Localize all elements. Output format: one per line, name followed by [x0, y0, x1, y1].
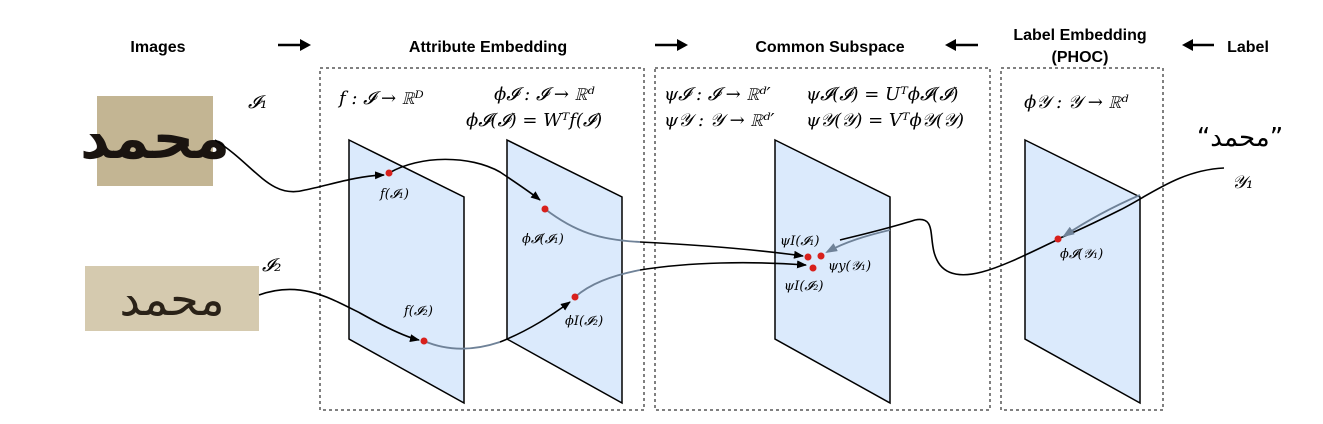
- word-image-1: محمد: [80, 96, 230, 186]
- arrow-f1-to-phi1: [388, 158, 541, 201]
- label-phi-i2: ϕI(𝓘₂): [565, 314, 603, 329]
- label-y1: 𝒴₁: [1232, 172, 1253, 193]
- eq-label-phi-map: ϕ𝒴 : 𝒴 → ℝᵈ: [1024, 92, 1129, 113]
- header-label-embedding: Label Embedding: [1013, 27, 1146, 44]
- label-psi-i2: ψI(𝓘₂): [784, 279, 823, 294]
- plane-common: [774, 138, 891, 405]
- label-f-i1: f(𝓘₁): [379, 187, 409, 202]
- label-embedding-box: [1000, 67, 1164, 411]
- eq-common-psi-y-def: ψ𝒴(𝒴) = Vᵀϕ𝒴(𝒴): [806, 110, 964, 131]
- arrow-image2-to-f: [258, 288, 420, 343]
- header-images: Images: [130, 39, 185, 56]
- common-subspace-box: [654, 67, 991, 411]
- header-label-embedding-phoc: (PHOC): [1052, 49, 1109, 66]
- eq-attr-phi-map: ϕ𝓘 : 𝓘 → ℝᵈ: [494, 84, 595, 105]
- path-label-black: [1059, 167, 1225, 239]
- point-f-i1: [385, 169, 393, 177]
- plane-attribute-f: [348, 138, 465, 405]
- header-label: Label: [1227, 39, 1269, 56]
- plane-label: [1024, 138, 1141, 405]
- arrow-phi-y-to-psi-y: [825, 229, 891, 253]
- attribute-embedding-box: [319, 67, 645, 411]
- point-psi-y1: [817, 252, 825, 260]
- plane-attribute-phi: [506, 138, 623, 405]
- arrow-label-to-phi-y: [1062, 194, 1141, 238]
- label-f-i2: f(𝓘₂): [403, 304, 433, 319]
- eq-common-psi-y-map: ψ𝒴 : 𝒴 → ℝᵈ′: [664, 110, 774, 131]
- arrow-f2-to-phi2: [499, 301, 571, 343]
- label-phi-i1: ϕ𝓘(𝓘₁): [522, 232, 564, 247]
- label-psi-y1: ψy(𝒴₁): [828, 259, 871, 274]
- arrow-left-icon: [945, 39, 978, 51]
- arrow-right-icon: [278, 39, 311, 51]
- arrow-phi1-to-psi1: [639, 241, 804, 259]
- word-image-2: محمد: [85, 266, 259, 331]
- path-phi1-gray: [544, 208, 641, 243]
- eq-common-psi-i-def: ψ𝓘(𝓘) = Uᵀϕ𝓘(𝓘): [806, 84, 958, 105]
- label-i2: 𝓘₂: [262, 255, 281, 276]
- point-psi-i1: [804, 253, 812, 261]
- label-word-arabic: “محمد”: [1197, 123, 1283, 153]
- arrow-right-icon: [655, 39, 688, 51]
- label-psi-i1: ψI(𝓘₁): [780, 234, 819, 249]
- arrow-left-icon: [1182, 39, 1214, 51]
- path-phi2-gray: [574, 269, 641, 298]
- eq-common-psi-i-map: ψ𝓘 : 𝓘 → ℝᵈ′: [664, 84, 771, 105]
- label-i1: 𝓘₁: [248, 92, 267, 113]
- svg-text:محمد: محمد: [80, 104, 230, 172]
- path-f2-gray: [423, 340, 501, 350]
- label-phi-y1: ϕ𝓘(𝒴₁): [1060, 247, 1103, 262]
- arrow-phi2-to-psi2: [639, 260, 807, 271]
- point-psi-i2: [809, 264, 817, 272]
- header-attribute-embedding: Attribute Embedding: [409, 39, 567, 56]
- eq-attr-phi-def: ϕ𝓘(𝓘) = Wᵀf(𝓘): [466, 110, 602, 131]
- path-phi-y-to-common: [839, 218, 1058, 276]
- point-f-i2: [420, 337, 428, 345]
- header-common-subspace: Common Subspace: [755, 39, 904, 56]
- svg-text:محمد: محمد: [119, 272, 224, 326]
- point-phi-y1: [1054, 235, 1062, 243]
- point-phi-i1: [541, 205, 549, 213]
- point-phi-i2: [571, 293, 579, 301]
- eq-attr-f: f : 𝓘 → ℝᴰ: [337, 88, 424, 109]
- arrow-image1-to-f: [214, 139, 385, 193]
